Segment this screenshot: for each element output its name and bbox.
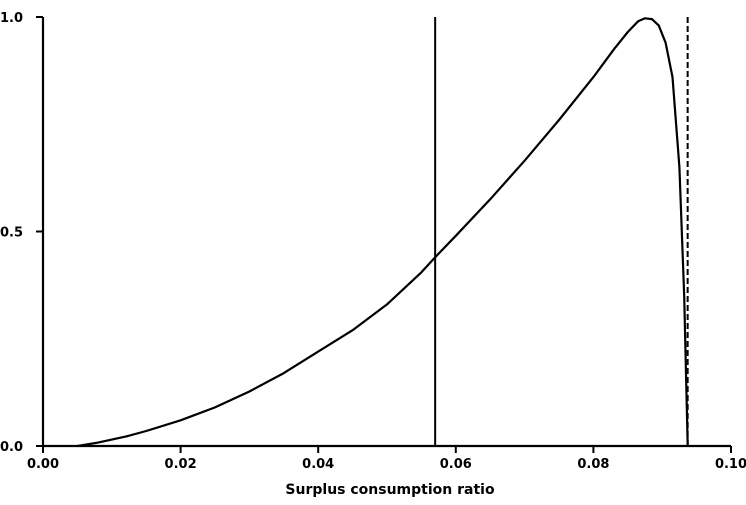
y-tick-label: 1.0 [0, 11, 23, 26]
y-tick-label: 0.0 [0, 440, 23, 455]
x-tick-label: 0.10 [715, 457, 746, 472]
y-tick-label: 0.5 [0, 226, 23, 241]
x-tick-label: 0.00 [27, 457, 59, 472]
series [77, 17, 689, 448]
x-tick-label: 0.04 [302, 457, 334, 472]
x-axis-title: Surplus consumption ratio [285, 482, 495, 498]
x-tick-label: 0.06 [440, 457, 472, 472]
reference-lines [434, 17, 689, 446]
x-tick-label: 0.08 [577, 457, 609, 472]
series-line [77, 17, 689, 448]
ticks: 0.00 0.02 0.04 0.06 0.08 0.10 0.0 0.5 1.0 [0, 11, 746, 472]
x-tick-label: 0.02 [165, 457, 197, 472]
axes [41, 17, 731, 448]
